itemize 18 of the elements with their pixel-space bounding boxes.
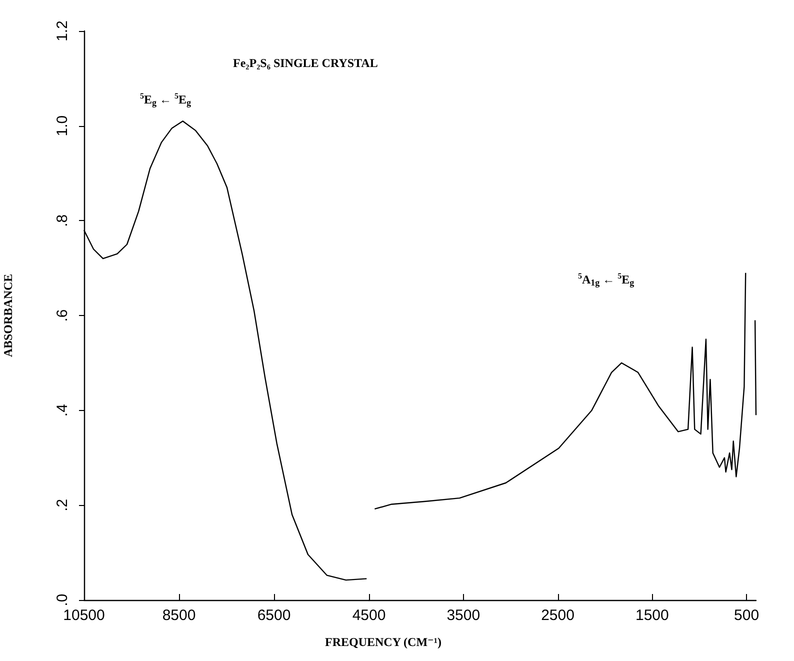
x-tick-label: 3500 (446, 607, 480, 624)
y-axis-title: ABSORBANCE (1, 274, 15, 358)
y-tick-label: 1.2 (54, 20, 71, 42)
x-axis-title: FREQUENCY (CM⁻¹) (325, 635, 442, 649)
x-tick-label: 6500 (257, 607, 291, 624)
y-tick-label: .4 (54, 404, 71, 417)
y-tick-label: .6 (54, 309, 71, 322)
x-tick-label: 10500 (63, 607, 105, 624)
x-tick-label: 4500 (352, 607, 386, 624)
x-tick-label: 2500 (541, 607, 574, 624)
x-tick-label: 1500 (635, 607, 669, 624)
y-tick-label: .0 (54, 594, 71, 606)
y-tick-label: 1.0 (54, 115, 71, 136)
y-tick-label: .8 (54, 214, 71, 227)
y-tick-label: .2 (54, 498, 71, 512)
x-tick-label: 8500 (162, 607, 196, 624)
text: Fe₂P₂S₆ SINGLE CRYSTAL (233, 56, 378, 70)
x-tick-label: 500 (734, 607, 760, 624)
